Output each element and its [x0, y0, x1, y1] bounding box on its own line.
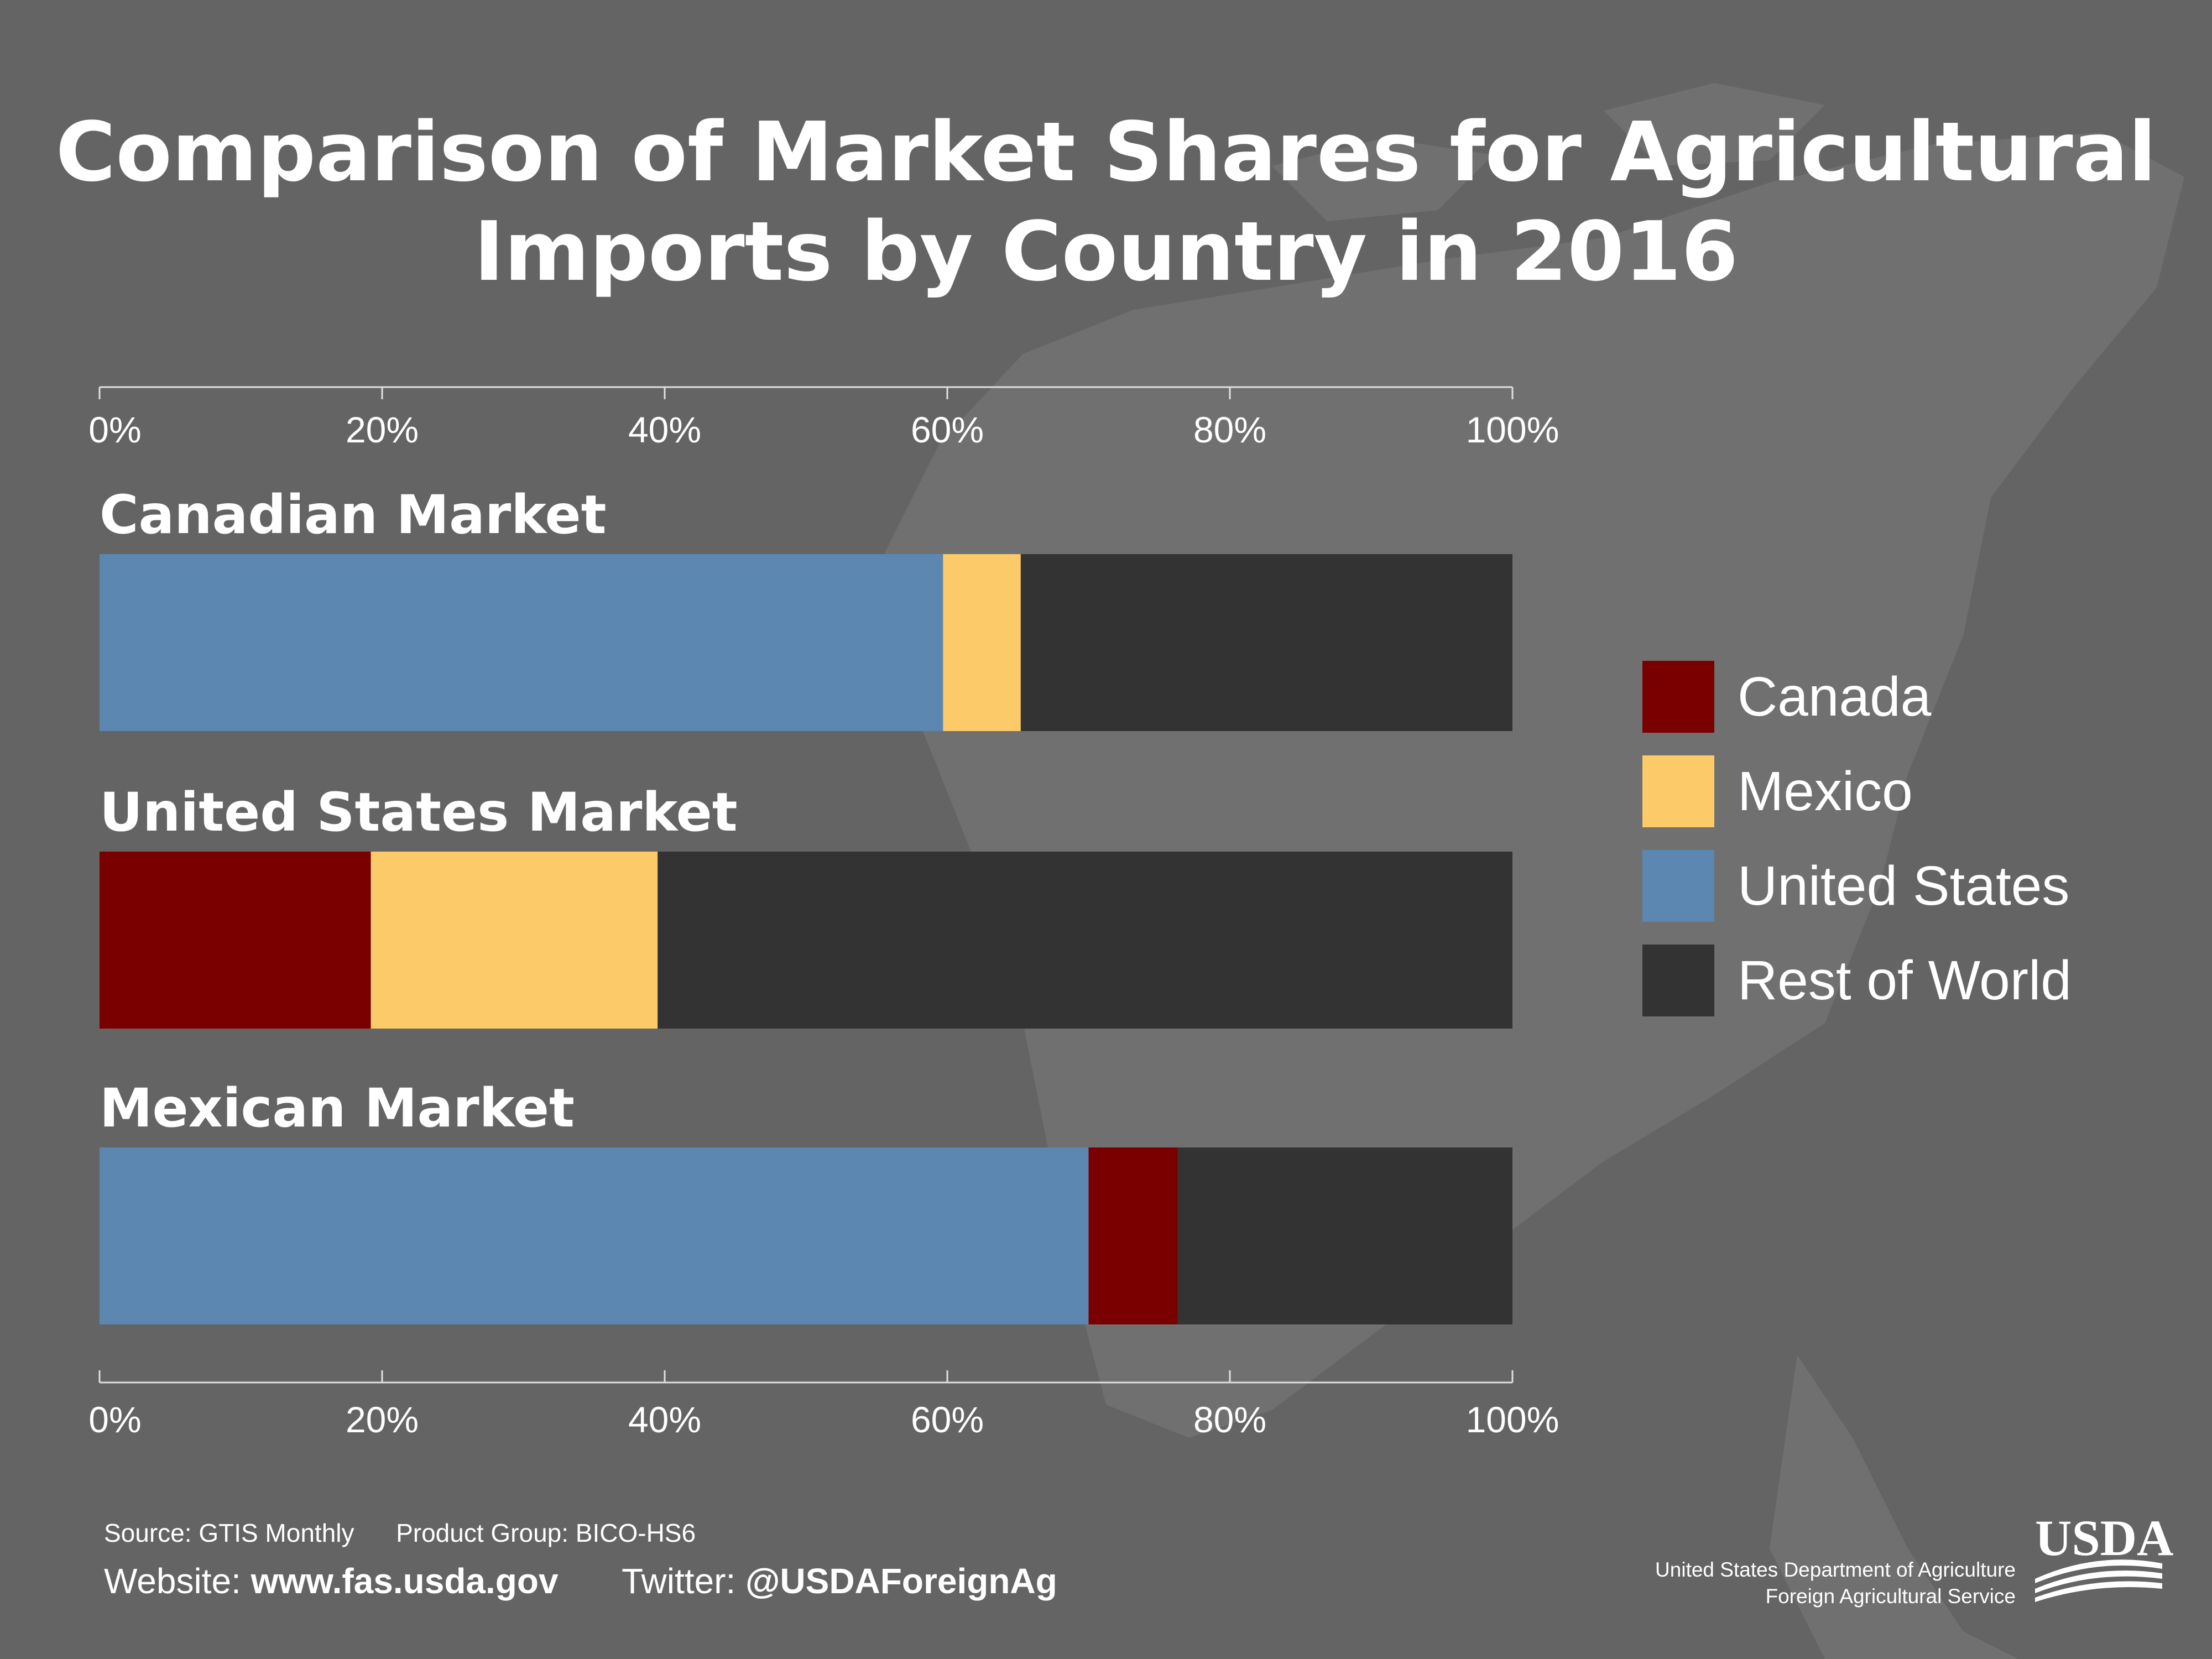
twitter-label: Twitter: — [621, 1561, 736, 1601]
source-value: GTIS Monthly — [199, 1519, 354, 1547]
bar-segment-canadian-market-united-states — [100, 554, 943, 731]
footer-contact: Website: www.fas.usda.gov Twitter: @USDA… — [104, 1561, 1057, 1601]
bar-segment-united-states-market-rest-of-world — [658, 852, 1512, 1029]
x-tick-label-top: 100% — [1466, 409, 1559, 450]
x-tick-label-top: 0% — [88, 409, 141, 450]
legend-item-mexico: Mexico — [1642, 755, 2195, 827]
legend-swatch-mexico — [1642, 755, 1714, 827]
chart-legend: Canada Mexico United States Rest of World — [1642, 661, 2195, 1039]
product-group-label: Product Group: — [396, 1519, 569, 1547]
website-label: Website: — [104, 1561, 241, 1601]
legend-label-mexico: Mexico — [1738, 760, 1913, 822]
agency-service: Foreign Agricultural Service — [1765, 1585, 2016, 1608]
legend-item-canada: Canada — [1642, 661, 2195, 733]
legend-label-united-states: United States — [1738, 854, 2070, 917]
usda-logo-text: USDA — [2035, 1510, 2174, 1566]
x-tick-label-bottom: 0% — [88, 1399, 141, 1440]
website-link[interactable]: www.fas.usda.gov — [251, 1561, 559, 1601]
category-label-united-states-market: United States Market — [100, 781, 738, 843]
footer-source: Source: GTIS Monthly Product Group: BICO… — [104, 1518, 696, 1548]
x-tick-label-bottom: 40% — [628, 1399, 701, 1440]
chart-title-line-1: Comparison of Market Shares for Agricult… — [55, 105, 2157, 200]
x-tick-label-top: 80% — [1193, 409, 1266, 450]
bar-segment-mexican-market-canada — [1088, 1147, 1178, 1324]
bar-segment-mexican-market-united-states — [100, 1147, 1089, 1324]
category-label-canadian-market: Canadian Market — [100, 484, 606, 546]
legend-swatch-canada — [1642, 661, 1714, 733]
x-tick-label-bottom: 20% — [346, 1399, 419, 1440]
x-tick-label-top: 40% — [628, 409, 701, 450]
twitter-handle[interactable]: @USDAForeignAg — [745, 1561, 1057, 1601]
x-tick-label-bottom: 80% — [1193, 1399, 1266, 1440]
usda-logo: USDA — [2035, 1510, 2174, 1606]
x-tick-label-top: 20% — [346, 409, 419, 450]
legend-label-canada: Canada — [1738, 665, 1932, 728]
x-tick-label-bottom: 60% — [911, 1399, 984, 1440]
legend-item-rest-of-world: Rest of World — [1642, 945, 2195, 1016]
chart-title: Comparison of Market Shares for Agricult… — [0, 102, 2212, 301]
agency-department: United States Department of Agriculture — [1655, 1558, 2016, 1581]
bar-segment-canadian-market-mexico — [943, 554, 1021, 731]
bar-segment-mexican-market-rest-of-world — [1177, 1147, 1512, 1324]
product-group-value: BICO-HS6 — [575, 1519, 696, 1547]
bar-segment-united-states-market-canada — [100, 852, 371, 1029]
usda-branding: United States Department of Agriculture … — [1655, 1510, 2174, 1623]
usda-logo-hills-icon — [2035, 1559, 2162, 1602]
legend-swatch-rest-of-world — [1642, 945, 1714, 1016]
x-tick-label-top: 60% — [911, 409, 984, 450]
agency-name: United States Department of Agriculture … — [1655, 1557, 2016, 1610]
legend-swatch-united-states — [1642, 850, 1714, 922]
legend-label-rest-of-world: Rest of World — [1738, 949, 2072, 1011]
chart-title-line-2: Imports by Country in 2016 — [473, 204, 1739, 299]
category-label-mexican-market: Mexican Market — [100, 1077, 575, 1139]
x-tick-label-bottom: 100% — [1466, 1399, 1559, 1440]
bar-segment-united-states-market-mexico — [371, 852, 658, 1029]
source-label: Source: — [104, 1519, 192, 1547]
legend-item-united-states: United States — [1642, 850, 2195, 922]
bar-segment-canadian-market-rest-of-world — [1020, 554, 1512, 731]
